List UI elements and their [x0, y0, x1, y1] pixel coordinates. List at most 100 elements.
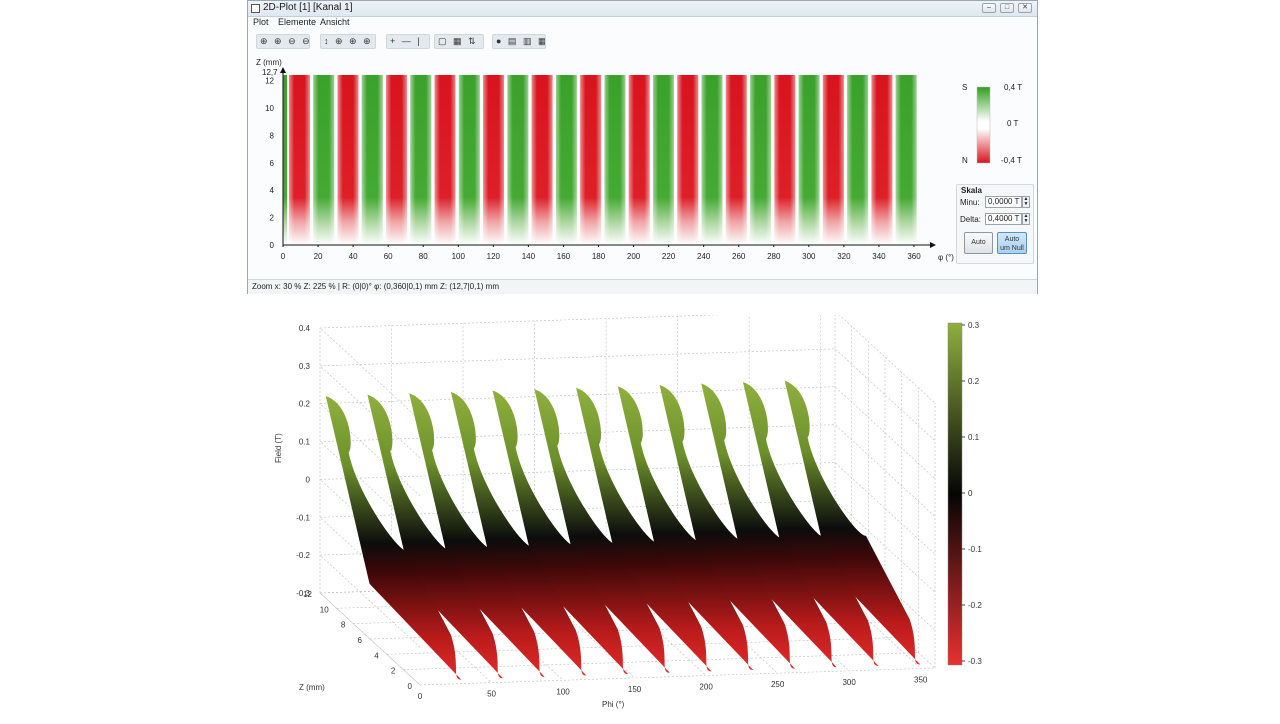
- pole-stripe-shade: [410, 75, 432, 245]
- surface-fin: [742, 382, 879, 666]
- pole-stripe-shade: [361, 75, 383, 245]
- pole-stripe-shade: [774, 75, 796, 245]
- surface-fin: [576, 387, 712, 672]
- x-tick-label: 360: [907, 252, 921, 261]
- maximize-button[interactable]: □: [1000, 3, 1014, 13]
- cursor-tools[interactable]: + — |: [386, 34, 430, 49]
- field-surface-3d-plot: 0 50 100 150 200 250 300 350 0 2 4 6 8 10 12 0.4 0.3 0.2 0…: [270, 310, 990, 719]
- pole-stripe-shade: [847, 75, 869, 245]
- x-axis-label: φ (°): [938, 253, 954, 262]
- pole-stripe-shade: [289, 75, 310, 245]
- window-title: 2D-Plot [1] [Kanal 1]: [263, 2, 353, 13]
- pole-stripe-shade: [677, 75, 699, 245]
- surface-fin: [784, 380, 921, 665]
- scale-min-spinner[interactable]: ▲ ▼: [1022, 196, 1030, 208]
- auto-um-null-line2: um Null: [1000, 245, 1024, 252]
- close-button[interactable]: ✕: [1018, 3, 1032, 13]
- y-tick-label: 8: [270, 131, 275, 140]
- field-tick-label: 0.1: [299, 438, 311, 447]
- view-tools[interactable]: ▢ ▦ ⇅: [434, 34, 484, 49]
- x-tick-label: 280: [767, 252, 781, 261]
- pole-stripe-shade: [458, 75, 480, 245]
- legend-max-label: 0,4 T: [1004, 83, 1023, 92]
- zoom-axis-tools[interactable]: ↕ ⊕ ⊕ ⊕: [320, 34, 376, 49]
- x-tick-label: 80: [419, 252, 428, 261]
- surface-fin: [367, 394, 503, 679]
- color-legend-bar: [976, 86, 991, 164]
- scale-delta-input[interactable]: 0,4000 T: [985, 213, 1022, 225]
- menu-plot[interactable]: Plot: [253, 17, 269, 27]
- surface-fin: [450, 391, 587, 676]
- menu-elemente[interactable]: Elemente: [278, 17, 317, 27]
- colorbar-tick-label: -0.1: [968, 545, 982, 554]
- surface-plot-canvas: 0 50 100 150 200 250 300 3500246810120.40.30.20…: [296, 310, 982, 701]
- zoom-tools[interactable]: ⊕ ⊕ ⊖ ⊖: [256, 34, 310, 49]
- scale-min-input[interactable]: 0,0000 T: [985, 196, 1022, 208]
- z-mm-tick-label: 2: [391, 667, 396, 676]
- field-tick-label: 0.3: [299, 362, 311, 371]
- phi-tick-label: 0: [418, 692, 423, 701]
- surface-fin: [701, 383, 837, 668]
- phi-axis-label: Phi (°): [602, 700, 625, 709]
- minimize-button[interactable]: –: [982, 3, 996, 13]
- z-mm-tick-label: 12: [303, 590, 312, 599]
- surface-fin: [325, 395, 462, 680]
- menu-ansicht[interactable]: Ansicht: [320, 17, 350, 27]
- app-icon: [251, 4, 260, 13]
- x-tick-label: 100: [452, 252, 466, 261]
- scale-delta-label: Delta:: [960, 215, 981, 224]
- scale-delta-spinner[interactable]: ▲ ▼: [1022, 213, 1030, 225]
- x-tick-label: 140: [522, 252, 536, 261]
- x-tick-label: 180: [592, 252, 606, 261]
- y-tick-label: 0: [270, 241, 275, 250]
- colorbar-tick-label: 0.2: [968, 377, 980, 386]
- x-tick-label: 40: [349, 252, 358, 261]
- z-mm-tick-label: 0: [408, 682, 413, 691]
- auto-um-null-button[interactable]: Auto um Null: [997, 232, 1027, 254]
- pole-stripe-shade: [580, 75, 602, 245]
- x-tick-label: 200: [627, 252, 641, 261]
- phi-tick-label: 350: [914, 675, 928, 684]
- y-axis-arrow: [280, 67, 286, 73]
- legend-south-label: S: [962, 83, 968, 92]
- field-surface: [325, 380, 921, 680]
- field-tick-label: -0.2: [296, 551, 310, 560]
- x-ticks: 0 20 40 60 80 100 120 140 160 180 200 220 240 260 280 3…: [281, 245, 921, 261]
- z-mm-axis-label: Z (mm): [299, 683, 325, 692]
- status-text: Zoom x: 30 % Z: 225 % | R: (0|0)° φ: (0,…: [252, 282, 499, 291]
- pole-stripe-shade: [725, 75, 747, 245]
- scale-title: Skala: [961, 186, 982, 195]
- status-bar: Zoom x: 30 % Z: 225 % | R: (0|0)° φ: (0,…: [248, 279, 1037, 294]
- x-tick-label: 340: [872, 252, 886, 261]
- x-tick-label: 220: [662, 252, 676, 261]
- menu-bar: Plot Elemente Ansicht: [248, 17, 1037, 29]
- surface-fin: [409, 393, 545, 677]
- title-bar: 2D-Plot [1] [Kanal 1] – □ ✕: [248, 1, 1037, 17]
- pole-stripe-shade: [483, 75, 505, 245]
- pole-stripe-shade: [434, 75, 456, 245]
- field-tick-label: 0: [306, 475, 311, 484]
- display-tools[interactable]: ● ▤ ▥ ▦: [492, 34, 546, 49]
- x-tick-label: 20: [314, 252, 323, 261]
- field-axis-label: Field (T): [274, 433, 283, 463]
- auto-button[interactable]: Auto: [964, 232, 993, 254]
- grid-line: [319, 310, 936, 421]
- grid-line: [462, 588, 564, 681]
- y-tick-label: 6: [270, 159, 275, 168]
- surface-fin: [534, 389, 670, 673]
- z-mm-tick-label: 8: [341, 621, 346, 630]
- legend-mid-label: 0 T: [1007, 119, 1019, 128]
- y-tick-label: 12: [265, 77, 274, 86]
- x-tick-label: 120: [487, 252, 501, 261]
- colorbar-ticks: 0.3 0.2 0.1 0 -0.1 -0.2 -0.3: [962, 321, 982, 666]
- grid-line: [319, 462, 936, 572]
- legend-north-label: N: [962, 156, 968, 165]
- colorbar-tick-label: -0.3: [968, 657, 982, 666]
- phi-tick-label: 50: [487, 690, 496, 699]
- x-tick-label: 300: [802, 252, 816, 261]
- y-axis-label: Z (mm): [256, 58, 282, 67]
- pole-stripe-shade: [701, 75, 723, 245]
- pole-stripe-shade: [507, 75, 529, 245]
- pole-stripe-shade: [386, 75, 407, 245]
